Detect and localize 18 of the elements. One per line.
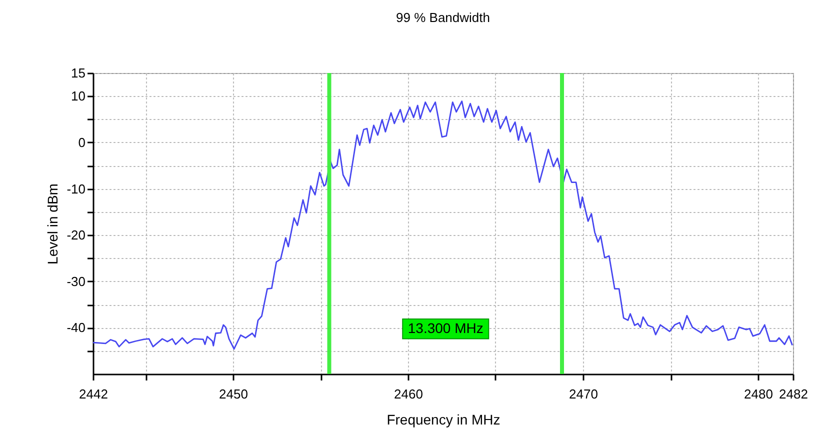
- x-tick-label: 2482: [779, 386, 808, 402]
- y-tick-label: 15: [71, 66, 86, 80]
- y-tick-label: -20: [66, 228, 86, 243]
- y-tick-label: -30: [66, 274, 86, 289]
- x-tick-label: 2442: [79, 386, 108, 402]
- x-tick-label: 2480: [744, 386, 773, 402]
- x-tick-label: 2470: [569, 386, 598, 402]
- y-tick-label: -40: [66, 320, 86, 336]
- x-tick-label: 2460: [394, 386, 423, 402]
- y-axis-title: Level in dBm: [44, 184, 61, 264]
- x-axis-title: Frequency in MHz: [386, 412, 500, 428]
- x-tick-label: 2450: [219, 386, 248, 402]
- y-tick-label: -10: [66, 181, 86, 196]
- chart-title: 99 % Bandwidth: [396, 10, 490, 25]
- y-tick-label: 0: [78, 134, 86, 150]
- y-tick-label: 10: [71, 88, 86, 104]
- line-series: [92, 100, 793, 350]
- annotation: 13.300 MHz: [408, 320, 484, 336]
